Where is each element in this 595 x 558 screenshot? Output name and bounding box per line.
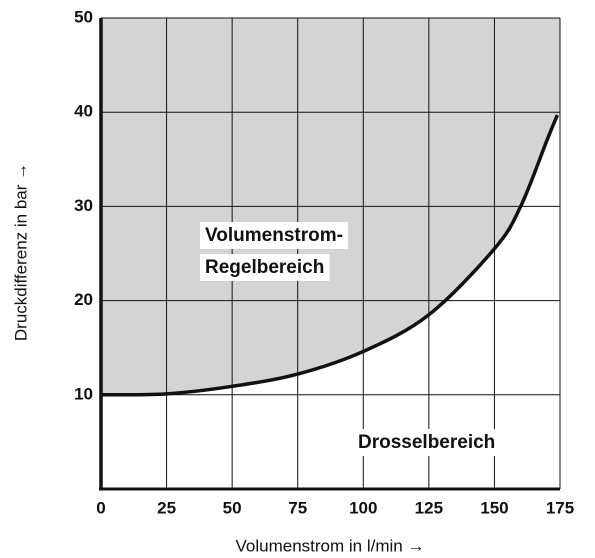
y-tick-label: 30: [74, 196, 93, 215]
x-tick-label: 100: [349, 498, 377, 517]
x-tick-label: 75: [288, 498, 307, 517]
annotation-box: [353, 429, 501, 457]
x-tick-label: 175: [546, 498, 574, 517]
x-tick-label: 25: [157, 498, 176, 517]
x-tick-label: 125: [415, 498, 443, 517]
x-axis-label: Volumenstrom in l/min →: [236, 536, 425, 555]
x-tick-label: 0: [96, 498, 105, 517]
x-tick-label: 50: [223, 498, 242, 517]
y-tick-label: 50: [74, 7, 93, 26]
annotation-box: [200, 254, 330, 282]
annotation: Volumenstrom-: [205, 225, 343, 246]
y-tick-label: 40: [74, 102, 93, 121]
annotation: Regelbereich: [205, 257, 324, 278]
x-tick-label: 150: [480, 498, 508, 517]
annotation-box: [200, 222, 348, 250]
y-axis-label: Druckdifferenz in bar →: [11, 163, 30, 341]
y-tick-label: 20: [74, 290, 93, 309]
line: [100, 114, 559, 397]
y-tick-label: 10: [74, 384, 93, 403]
annotation: Drosselbereich: [358, 432, 495, 453]
